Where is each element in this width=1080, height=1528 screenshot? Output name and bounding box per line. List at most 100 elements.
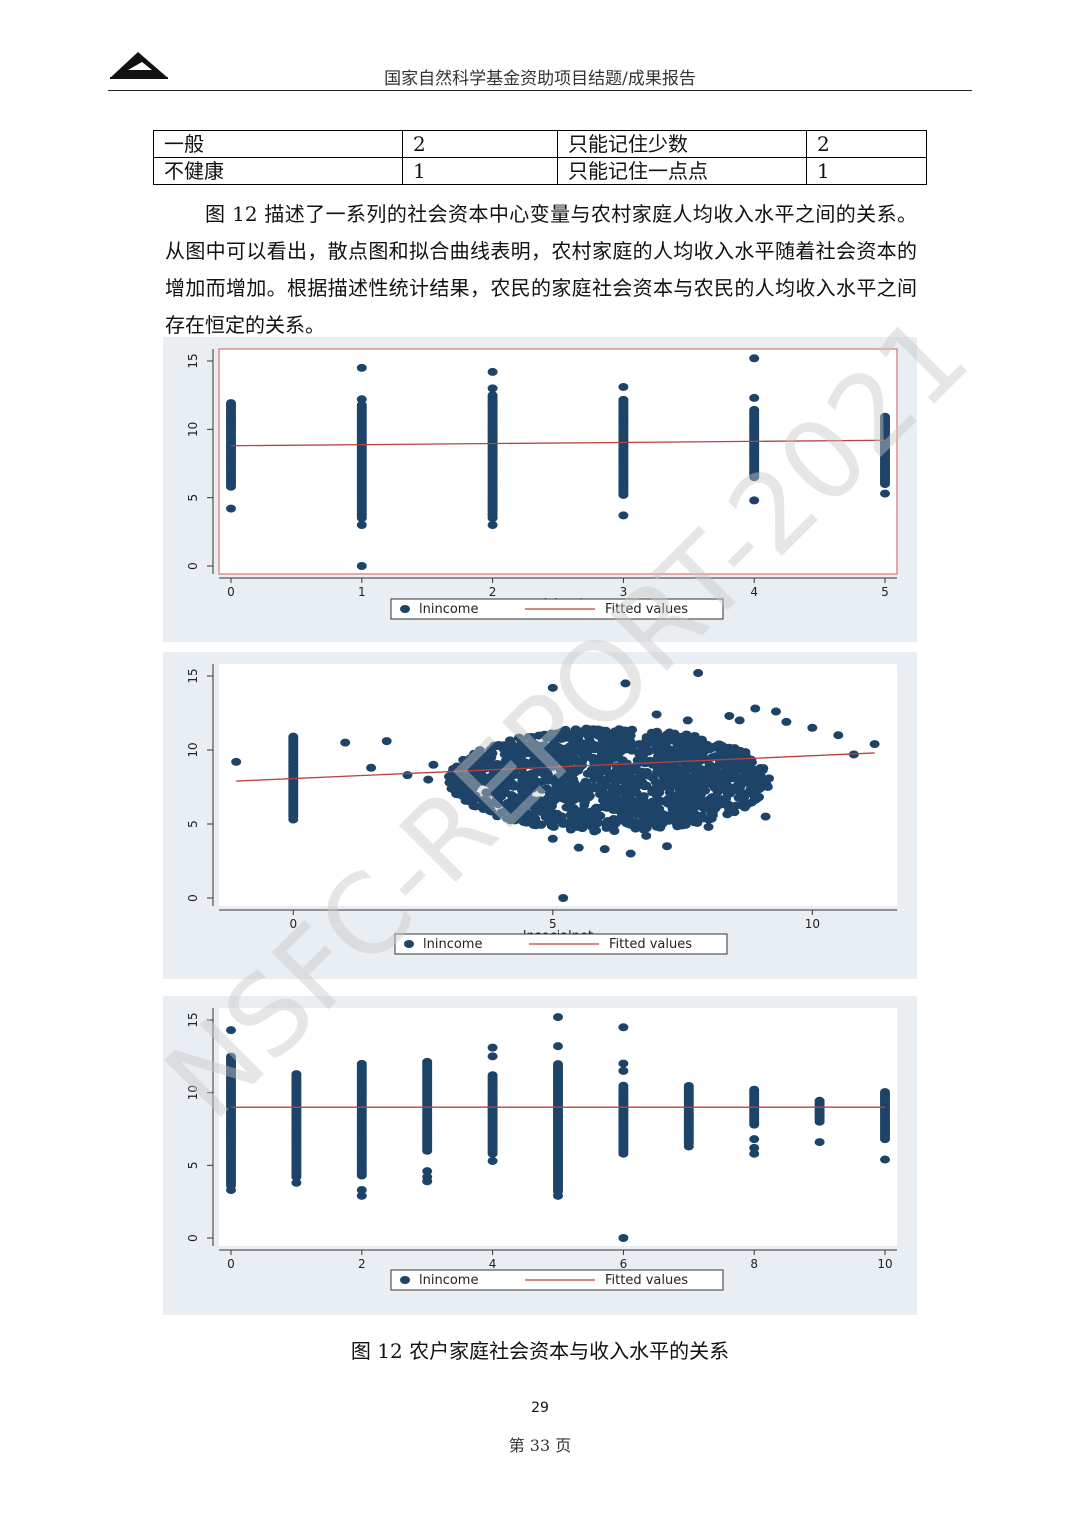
data-point bbox=[583, 732, 594, 741]
x-tick-label: 0 bbox=[227, 585, 235, 599]
fitted-line bbox=[230, 439, 886, 447]
data-point bbox=[505, 745, 516, 754]
data-point bbox=[556, 734, 567, 743]
foundation-logo bbox=[110, 52, 168, 79]
y-tick-label: 5 bbox=[186, 494, 200, 502]
data-point bbox=[607, 738, 618, 747]
data-point bbox=[422, 1177, 433, 1186]
data-point bbox=[621, 819, 632, 828]
page-number: 29 bbox=[531, 1400, 549, 1416]
data-point bbox=[754, 773, 765, 782]
x-tick-label: 3 bbox=[620, 585, 628, 599]
data-point bbox=[618, 382, 629, 391]
data-point bbox=[508, 782, 519, 791]
data-point bbox=[573, 766, 584, 775]
table-cell: 1 bbox=[402, 157, 558, 185]
x-tick-label: 4 bbox=[489, 1257, 497, 1271]
data-point bbox=[614, 786, 625, 795]
data-point bbox=[506, 807, 517, 816]
data-point bbox=[547, 834, 558, 843]
data-point bbox=[749, 791, 760, 800]
data-point bbox=[402, 771, 413, 780]
data-point bbox=[700, 802, 711, 811]
data-point bbox=[553, 1013, 563, 1022]
data-point bbox=[667, 804, 678, 813]
data-point bbox=[703, 822, 714, 831]
legend-label-lnincome: lnincome bbox=[419, 1273, 478, 1288]
legend-marker-points bbox=[404, 940, 414, 948]
data-point bbox=[638, 795, 649, 804]
data-point bbox=[356, 1191, 367, 1200]
data-point bbox=[723, 744, 734, 753]
data-point bbox=[622, 801, 633, 810]
data-point bbox=[519, 747, 530, 756]
data-point bbox=[654, 788, 665, 797]
data-point bbox=[666, 735, 677, 744]
data-point bbox=[558, 793, 569, 802]
data-point bbox=[553, 750, 564, 759]
data-point bbox=[500, 779, 511, 788]
figure-trust: 0510150246810trustlnincomeFitted values bbox=[163, 996, 917, 1315]
data-point bbox=[524, 740, 535, 749]
data-point bbox=[641, 733, 652, 742]
legend-label-fitted: Fitted values bbox=[605, 1273, 688, 1288]
data-point bbox=[487, 391, 498, 400]
table-cell: 1 bbox=[806, 157, 927, 185]
data-point bbox=[594, 811, 605, 820]
x-tick-label: 4 bbox=[750, 585, 758, 599]
data-point bbox=[662, 842, 672, 851]
data-point bbox=[527, 732, 538, 741]
data-point bbox=[487, 1052, 498, 1061]
data-point bbox=[618, 1059, 629, 1068]
data-point bbox=[499, 741, 510, 750]
data-point bbox=[654, 739, 665, 748]
data-point bbox=[545, 797, 556, 806]
data-point bbox=[356, 562, 367, 570]
paragraph-text: 图 12 描述了一系列的社会资本中心变量与农村家庭人均收入水平之间的关系。从图中… bbox=[165, 202, 917, 337]
data-point bbox=[555, 816, 566, 825]
data-point bbox=[683, 1081, 694, 1090]
data-point bbox=[226, 1186, 236, 1195]
scatter-chart-lnsocialnet: 0510150510lnsocialnetlnincomeFitted valu… bbox=[186, 664, 897, 955]
data-point bbox=[503, 753, 514, 762]
data-point bbox=[665, 797, 676, 806]
x-tick-label: 2 bbox=[358, 1257, 366, 1271]
data-point bbox=[530, 821, 541, 830]
data-point bbox=[226, 399, 236, 408]
x-tick-label: 10 bbox=[877, 1257, 892, 1271]
data-point bbox=[583, 820, 594, 829]
data-point bbox=[665, 783, 676, 792]
header-rule bbox=[108, 90, 972, 91]
table-cell: 只能记住少数 bbox=[557, 130, 807, 158]
data-point bbox=[756, 783, 767, 792]
data-point bbox=[722, 789, 733, 798]
data-point bbox=[677, 807, 688, 816]
data-point bbox=[356, 395, 367, 404]
table-row: 不健康 1 只能记住一点点 1 bbox=[153, 157, 927, 185]
legend-marker-points bbox=[400, 1276, 410, 1284]
data-point bbox=[506, 790, 517, 799]
data-point bbox=[458, 755, 469, 764]
data-point bbox=[523, 773, 534, 782]
data-point bbox=[493, 800, 504, 809]
data-point bbox=[771, 707, 781, 716]
data-point bbox=[487, 521, 498, 529]
data-point bbox=[454, 763, 465, 772]
data-point bbox=[226, 1052, 236, 1061]
x-tick-label: 1 bbox=[358, 585, 366, 599]
data-point bbox=[670, 772, 681, 781]
data-point bbox=[288, 815, 299, 824]
data-point bbox=[647, 816, 658, 825]
data-point bbox=[869, 740, 880, 749]
data-point bbox=[709, 800, 720, 809]
data-point bbox=[608, 815, 619, 824]
data-point bbox=[577, 782, 588, 791]
data-point bbox=[496, 792, 507, 801]
data-point bbox=[558, 894, 569, 902]
data-point bbox=[487, 1156, 498, 1165]
y-tick-label: 0 bbox=[186, 894, 200, 902]
data-point bbox=[695, 794, 706, 803]
data-point bbox=[428, 760, 439, 769]
data-point bbox=[713, 744, 724, 753]
data-point bbox=[537, 752, 548, 761]
